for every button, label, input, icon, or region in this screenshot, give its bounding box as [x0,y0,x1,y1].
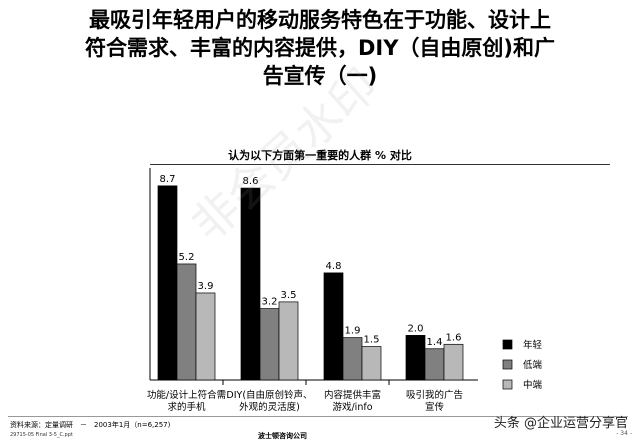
chart-title: 认为以下方面第一重要的人群 % 对比 [228,149,412,162]
value-label-1-2: 1.9 [345,326,361,337]
legend-swatch-2 [502,379,513,390]
value-label-2-1: 3.5 [281,290,297,301]
bar-1-1 [259,308,280,381]
category-label-2-1: 游戏/info [332,401,372,413]
page-number: - 34 - [616,430,632,437]
legend-label-1: 低端 [523,359,543,371]
bar-1-2 [342,337,363,381]
value-label-2-3: 1.6 [446,332,462,343]
title-line-3: 告宣传（一) [262,64,378,88]
category-label-0-1: 求的手机 [167,401,206,413]
legend-label-2: 中端 [523,379,543,391]
value-label-0-3: 2.0 [408,323,424,334]
bar-2-2 [361,346,382,381]
value-label-0-2: 4.8 [326,261,342,272]
toutiao-credit: 头条 @企业运营分享官 [493,416,628,431]
value-label-1-1: 3.2 [262,297,278,308]
value-label-2-0: 3.9 [198,281,214,292]
footer-rule [8,416,628,417]
value-label-0-1: 8.6 [243,176,259,187]
category-label-1-1: 外观的灵活度) [239,401,300,413]
legend-swatch-0 [502,339,513,350]
value-label-2-2: 1.5 [364,335,380,346]
bar-2-3 [443,343,464,381]
value-label-1-0: 5.2 [179,252,195,263]
bar-0-0 [157,185,178,381]
value-label-0-0: 8.7 [160,174,176,185]
legend-label-0: 年轻 [523,339,543,351]
category-label-1-0: DIY(自由原创铃声、 [226,389,312,401]
category-label-0-0: 功能/设计上符合需 [147,389,226,401]
value-label-1-3: 1.4 [427,337,443,348]
bar-1-0 [176,263,197,381]
company-name: 波士顿咨询公司 [258,432,307,440]
bar-2-0 [195,292,216,381]
file-name: 29715-05 Final 3-5_C.ppt [10,432,73,438]
bar-0-3 [405,335,426,381]
bar-2-1 [278,301,299,381]
bar-0-1 [240,187,261,381]
category-label-3-0: 吸引我的广告 [406,389,463,401]
chart-title-rule [150,164,610,165]
category-label-3-1: 宣传 [425,401,445,413]
bar-1-3 [424,348,445,381]
source-note: 资料来源：定量调研 － 2003年1月（n=6,257) [10,421,171,429]
title-line-1: 最吸引年轻用户的移动服务特色在于功能、设计上 [89,8,551,32]
legend-swatch-1 [502,359,513,370]
title-line-2: 符合需求、丰富的内容提供，DIY（自由原创)和广 [84,36,556,60]
category-label-2-0: 内容提供丰富 [324,389,381,401]
bar-0-2 [323,272,344,381]
slide-title: 最吸引年轻用户的移动服务特色在于功能、设计上 符合需求、丰富的内容提供，DIY（… [0,6,640,90]
